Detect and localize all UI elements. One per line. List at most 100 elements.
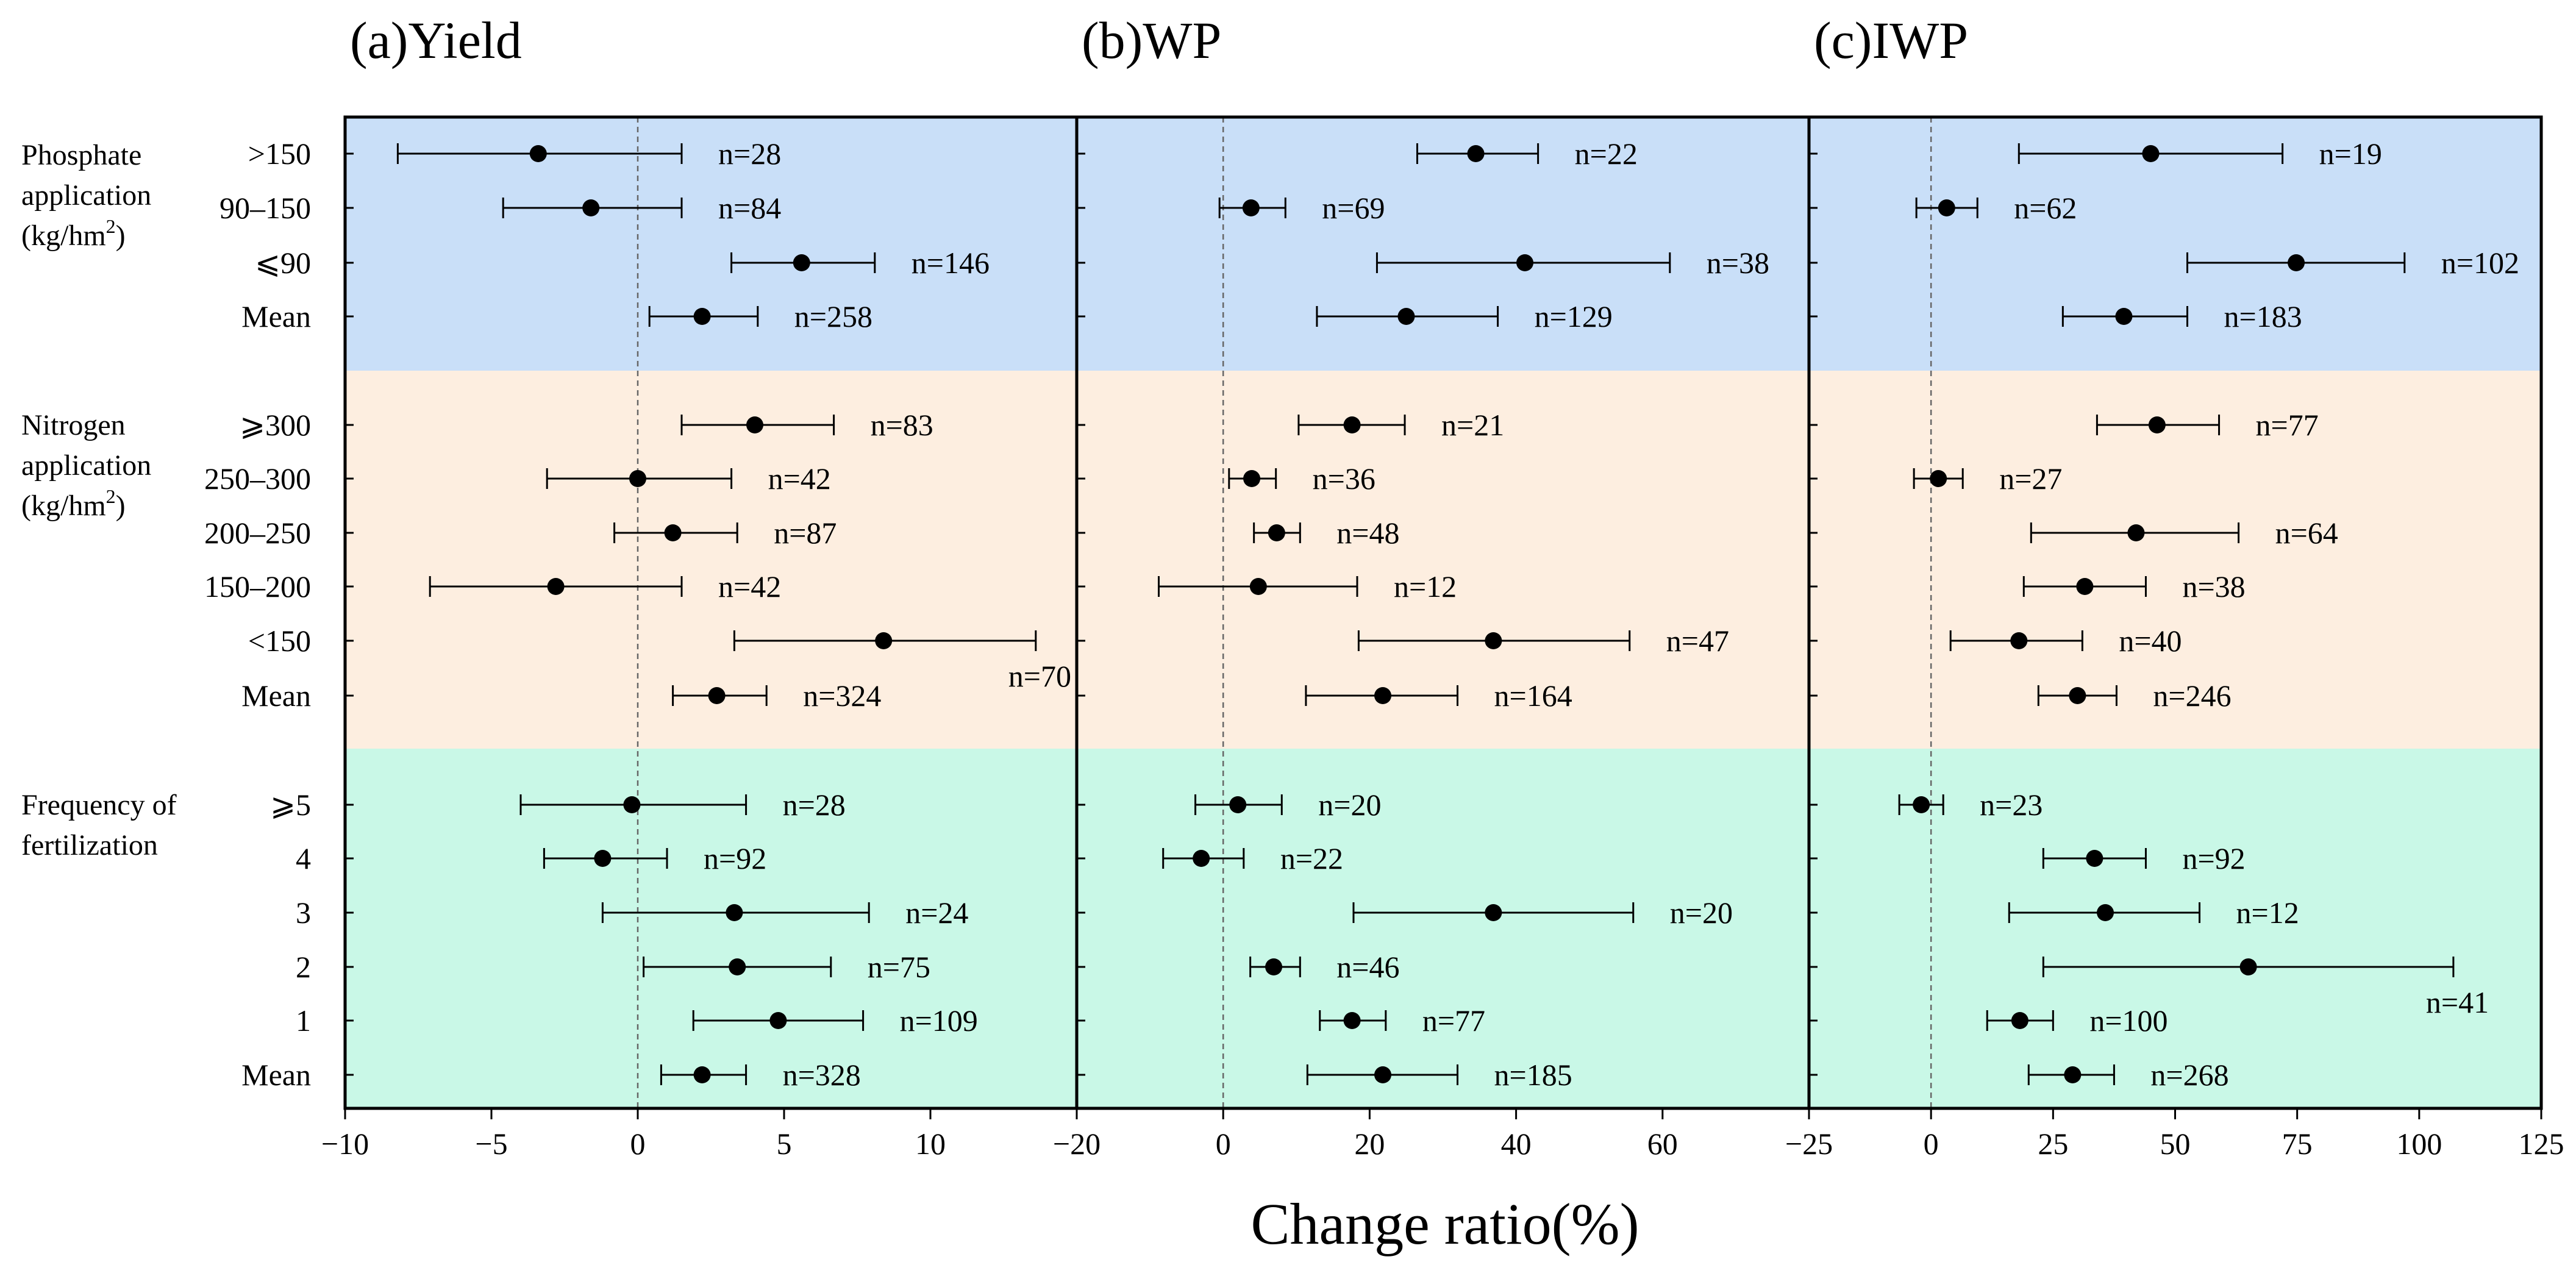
n-label: n=48: [1336, 516, 1399, 550]
n-label: n=40: [2119, 624, 2182, 658]
group-unit: (kg/hm2): [21, 485, 126, 522]
data-point: n=47: [1357, 624, 1729, 658]
n-label: n=87: [774, 516, 837, 550]
data-point: n=268: [2027, 1058, 2229, 1092]
x-tick-label: −5: [475, 1127, 507, 1161]
data-point: n=22: [1162, 841, 1343, 875]
n-label: n=12: [2236, 896, 2299, 930]
mean-dot: [1343, 416, 1361, 433]
row-label: 200–250: [204, 516, 311, 550]
n-label: n=109: [900, 1003, 978, 1038]
data-point: n=109: [692, 1003, 978, 1038]
x-tick-label: 125: [2519, 1127, 2564, 1161]
n-label: n=77: [2256, 408, 2319, 442]
n-label: n=77: [1422, 1003, 1485, 1038]
row-label: <150: [248, 624, 311, 658]
data-point: n=12: [1158, 569, 1457, 604]
data-point: n=146: [730, 246, 990, 280]
mean-dot: [1243, 470, 1261, 487]
data-point: n=102: [2186, 246, 2519, 280]
group-label: Nitrogen: [21, 409, 126, 441]
data-point: n=23: [1898, 788, 2043, 822]
data-point: n=40: [1949, 624, 2182, 658]
mean-dot: [2288, 254, 2305, 271]
data-point: n=42: [546, 462, 831, 496]
n-label: n=42: [768, 462, 831, 496]
mean-dot: [1249, 578, 1267, 595]
n-label: n=12: [1394, 569, 1457, 604]
data-point: n=92: [2042, 841, 2246, 875]
n-label: n=324: [803, 679, 881, 713]
n-label: n=246: [2153, 679, 2231, 713]
n-label: n=70: [1008, 659, 1071, 693]
x-tick-label: 0: [630, 1127, 646, 1161]
row-label: 3: [296, 896, 311, 930]
group-bands: [345, 117, 2541, 1108]
x-tick-label: 10: [915, 1127, 946, 1161]
row-label: 1: [296, 1003, 311, 1038]
mean-dot: [875, 632, 893, 649]
n-label: n=100: [2089, 1003, 2167, 1038]
mean-dot: [1242, 199, 1260, 216]
data-point: n=83: [680, 408, 933, 442]
mean-dot: [1268, 524, 1285, 541]
data-point: n=21: [1297, 408, 1504, 442]
row-label: >150: [248, 137, 311, 171]
data-point: n=64: [2030, 516, 2338, 550]
panel-title: (a)Yield: [350, 11, 522, 70]
mean-dot: [1193, 850, 1210, 867]
n-label: n=92: [704, 841, 766, 875]
n-label: n=23: [1980, 788, 2043, 822]
mean-dot: [1229, 796, 1247, 813]
mean-dot: [529, 145, 547, 162]
n-label: n=20: [1670, 896, 1733, 930]
mean-dot: [793, 254, 810, 271]
mean-dot: [729, 958, 746, 975]
n-label: n=21: [1441, 408, 1504, 442]
group-unit: (kg/hm2): [21, 215, 126, 252]
n-label: n=102: [2441, 246, 2519, 280]
row-label: ⩾300: [240, 408, 311, 442]
mean-dot: [2076, 578, 2094, 595]
n-label: n=62: [2014, 191, 2077, 225]
band-frequency: [345, 749, 2541, 1108]
x-tick-label: 40: [1501, 1127, 1532, 1161]
data-point: n=38: [1375, 246, 1769, 280]
data-point: n=87: [613, 516, 837, 550]
n-label: n=258: [794, 299, 872, 333]
n-label: n=268: [2150, 1058, 2228, 1092]
data-point: n=22: [1416, 137, 1638, 171]
row-label: Mean: [241, 299, 311, 333]
data-point: n=42: [429, 569, 781, 604]
n-label: n=46: [1336, 950, 1399, 984]
mean-dot: [2239, 958, 2257, 975]
data-point: n=92: [543, 841, 766, 875]
panel-title: (b)WP: [1082, 11, 1221, 70]
row-label: 4: [296, 841, 311, 875]
mean-dot: [1930, 470, 1947, 487]
n-label: n=183: [2224, 299, 2302, 333]
mean-dot: [769, 1012, 787, 1029]
row-label: 2: [296, 950, 311, 984]
group-label: fertilization: [21, 829, 158, 861]
data-point: n=328: [660, 1058, 861, 1092]
row-label: 90–150: [219, 191, 311, 225]
n-label: n=129: [1535, 299, 1613, 333]
x-tick-label: −20: [1053, 1127, 1101, 1161]
data-point: n=27: [1913, 462, 2062, 496]
mean-dot: [1343, 1012, 1361, 1029]
data-point: n=183: [2061, 299, 2302, 333]
panel-titles: (a)Yield (b)WP (c)IWP: [350, 11, 1968, 70]
data-point: n=70: [733, 630, 1071, 693]
mean-dot: [2086, 850, 2103, 867]
n-label: n=28: [783, 788, 846, 822]
n-label: n=83: [871, 408, 933, 442]
mean-dot: [2115, 308, 2133, 325]
mean-dot: [1374, 687, 1392, 704]
mean-dot: [1374, 1066, 1392, 1083]
group-label: Phosphate: [21, 139, 141, 171]
mean-dot: [594, 850, 612, 867]
mean-dot: [2148, 416, 2166, 433]
data-point: n=41: [2042, 957, 2489, 1019]
n-label: n=24: [905, 896, 968, 930]
